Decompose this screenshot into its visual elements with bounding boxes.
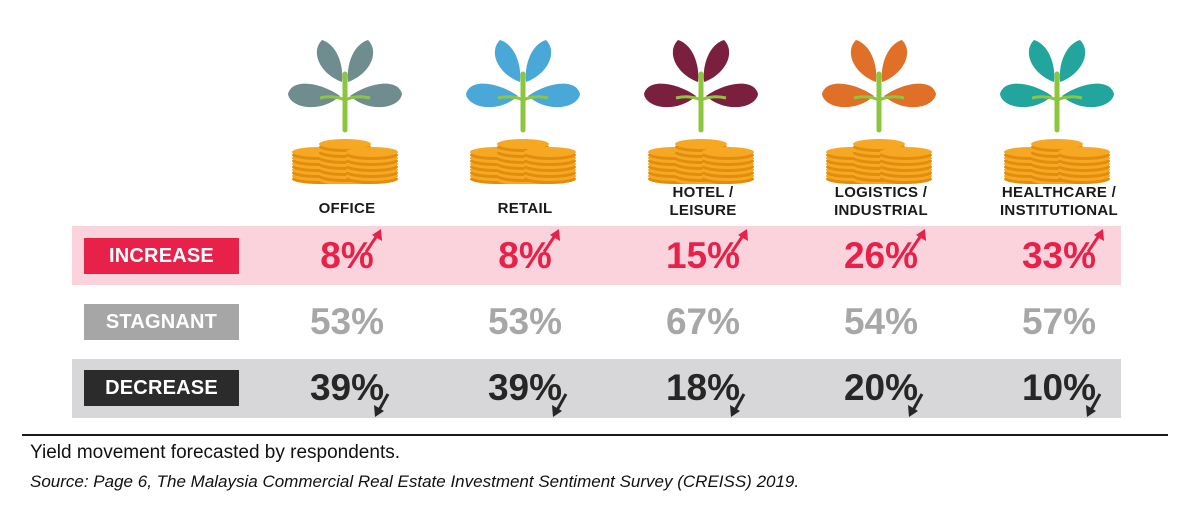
decrease-row-band (72, 359, 1121, 418)
plant-coins-icon-retail (466, 40, 580, 184)
leaf-upper-right (1059, 40, 1086, 82)
stem-branch-right (700, 95, 727, 102)
value-text: 26% (844, 229, 927, 276)
plant-coins-icon-hotel-leisure (644, 40, 758, 184)
stem-branch-left (853, 95, 880, 102)
arrow-up-icon (730, 229, 749, 253)
coin (853, 139, 905, 149)
leaf-lower-left (288, 83, 340, 108)
leaf-upper-left (316, 40, 343, 82)
arrow-down-icon (730, 393, 746, 417)
value-decrease-4: 20% (801, 368, 961, 417)
value-decrease-2: 39% (445, 368, 605, 417)
value-text: 18% (666, 368, 746, 417)
value-text: 20% (844, 368, 924, 417)
stem-branch-left (1031, 95, 1058, 102)
coin (346, 147, 398, 157)
value-increase-4: 26% (801, 229, 961, 276)
coin (675, 139, 727, 149)
row-label-stagnant: STAGNANT (84, 304, 239, 340)
value-text: 67% (665, 301, 741, 342)
value-text: 39% (310, 368, 390, 417)
leaf-upper-left (1028, 40, 1055, 82)
stem-branch-right (344, 95, 371, 102)
coin (319, 139, 371, 149)
chart-caption: Yield movement forecasted by respondents… (30, 442, 400, 463)
value-stagnant-3: 67% (623, 302, 783, 342)
leaf-lower-left (1000, 83, 1052, 108)
plant-coins-icon-office (288, 40, 402, 184)
leaf-lower-right (1062, 83, 1114, 108)
value-text: 53% (487, 301, 563, 342)
arrow-up-icon (908, 229, 927, 253)
arrow-down-icon (908, 393, 924, 417)
category-label-office: OFFICE (318, 200, 376, 217)
value-text: 8% (498, 229, 560, 276)
value-stagnant-5: 57% (979, 302, 1139, 342)
value-text: 39% (488, 368, 568, 417)
value-text: 8% (320, 229, 382, 276)
increase-row-band (72, 226, 1121, 285)
leaf-upper-right (881, 40, 908, 82)
footer-divider (22, 434, 1168, 436)
stem-branch-left (497, 95, 524, 102)
value-text: 53% (309, 301, 385, 342)
category-label-logistics-industrial: LOGISTICS / INDUSTRIAL (834, 184, 928, 219)
leaf-upper-right (347, 40, 374, 82)
leaf-lower-left (466, 83, 518, 108)
stem-branch-right (878, 95, 905, 102)
plant-coins-icon-logistics-industrial (822, 40, 936, 184)
value-increase-1: 8% (267, 229, 427, 276)
value-decrease-1: 39% (267, 368, 427, 417)
leaf-lower-right (528, 83, 580, 108)
value-increase-5: 33% (979, 229, 1139, 276)
value-stagnant-1: 53% (267, 302, 427, 342)
arrow-down-icon (1086, 393, 1102, 417)
category-label-retail: RETAIL (497, 200, 553, 217)
value-text: 57% (1021, 301, 1097, 342)
arrow-up-icon (542, 229, 560, 253)
coin (880, 147, 932, 157)
chart-source: Source: Page 6, The Malaysia Commercial … (30, 472, 800, 491)
row-label-decrease: DECREASE (84, 370, 239, 406)
arrow-down-icon (374, 393, 390, 417)
category-label-healthcare-institutional: HEALTHCARE / INSTITUTIONAL (999, 184, 1119, 219)
leaf-upper-right (703, 40, 730, 82)
leaf-upper-left (494, 40, 521, 82)
value-text: 33% (1022, 229, 1105, 276)
value-stagnant-4: 54% (801, 302, 961, 342)
stem-branch-left (675, 95, 702, 102)
leaf-upper-left (672, 40, 699, 82)
value-decrease-5: 10% (979, 368, 1139, 417)
arrow-up-icon (1086, 229, 1105, 253)
value-increase-3: 15% (623, 229, 783, 276)
value-increase-2: 8% (445, 229, 605, 276)
arrow-up-icon (364, 229, 382, 253)
leaf-lower-right (350, 83, 402, 108)
stem-branch-right (522, 95, 549, 102)
coin (702, 147, 754, 157)
coin (1058, 147, 1110, 157)
value-text: 15% (666, 229, 749, 276)
value-stagnant-2: 53% (445, 302, 605, 342)
leaf-upper-right (525, 40, 552, 82)
leaf-lower-right (884, 83, 936, 108)
category-label-hotel-leisure: HOTEL / LEISURE (669, 184, 737, 219)
value-text: 54% (843, 301, 919, 342)
leaf-lower-right (706, 83, 758, 108)
value-text: 10% (1022, 368, 1102, 417)
stem-branch-right (1056, 95, 1083, 102)
coin (497, 139, 549, 149)
leaf-lower-left (644, 83, 696, 108)
leaf-lower-left (822, 83, 874, 108)
coin (1031, 139, 1083, 149)
leaf-upper-left (850, 40, 877, 82)
row-label-increase: INCREASE (84, 238, 239, 274)
coin (524, 147, 576, 157)
stem-branch-left (319, 95, 346, 102)
plant-coins-icon-healthcare-institutional (1000, 40, 1114, 184)
arrow-down-icon (552, 393, 568, 417)
value-decrease-3: 18% (623, 368, 783, 417)
